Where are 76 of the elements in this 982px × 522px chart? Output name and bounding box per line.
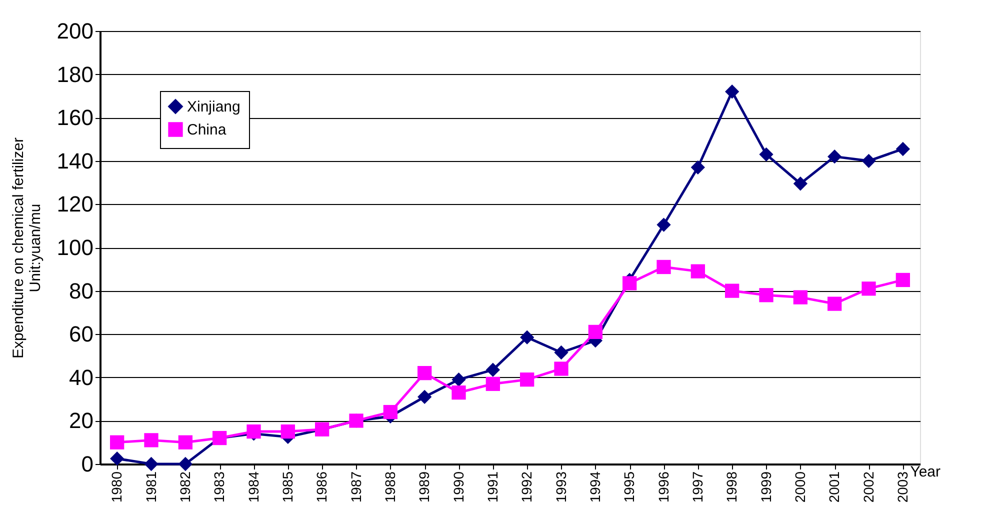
point xyxy=(383,404,398,420)
point xyxy=(793,290,808,304)
point xyxy=(110,435,124,450)
x-tick-label: 1987 xyxy=(348,471,364,503)
x-tick-label: 1989 xyxy=(416,471,432,503)
x-tick-label: 1994 xyxy=(586,471,603,503)
x-tick-label: 1982 xyxy=(176,471,193,503)
x-tick-label: 2001 xyxy=(826,471,842,503)
point xyxy=(828,296,842,311)
point xyxy=(725,84,740,99)
point xyxy=(759,147,774,162)
point xyxy=(554,362,568,376)
point xyxy=(690,160,705,174)
point xyxy=(862,154,876,168)
legend-label: Xinjiang xyxy=(187,98,240,116)
point xyxy=(418,366,432,380)
y-tick-label: 180 xyxy=(56,62,94,87)
y-tick-label: 20 xyxy=(69,408,94,434)
x-tick-label: 1997 xyxy=(689,471,706,503)
x-tick-label: 1999 xyxy=(758,471,774,503)
point xyxy=(656,218,671,232)
y-tick-label: 40 xyxy=(69,364,94,390)
y-axis-title: Expenditure on chemical fertilizer Unit:yuan/mu xyxy=(10,138,44,358)
point xyxy=(178,435,192,450)
x-tick-label: 1983 xyxy=(211,471,228,503)
y-tick-label: 60 xyxy=(69,322,94,347)
point xyxy=(452,385,466,400)
x-tick-label: 1984 xyxy=(245,471,262,503)
point xyxy=(520,330,534,344)
y-tick-label: 140 xyxy=(56,148,94,174)
point xyxy=(896,142,910,156)
x-tick-label: 2000 xyxy=(792,471,808,503)
y-tick-label: 200 xyxy=(56,18,94,44)
x-tick-label: 1988 xyxy=(382,471,398,503)
point xyxy=(178,456,192,472)
y-tick-label: 100 xyxy=(56,235,94,260)
point xyxy=(246,424,261,439)
x-tick-label: 1990 xyxy=(450,471,466,503)
legend-label: China xyxy=(187,122,227,138)
x-tick-label: 1992 xyxy=(518,471,535,503)
y-tick-label: 80 xyxy=(69,278,94,304)
point xyxy=(759,288,774,302)
y-tick-label: 120 xyxy=(56,192,94,217)
point xyxy=(793,176,808,191)
point xyxy=(486,376,500,391)
point xyxy=(110,452,124,466)
y-tick-label: 0 xyxy=(81,452,94,476)
point xyxy=(554,345,568,360)
point xyxy=(280,424,295,439)
point xyxy=(520,372,534,387)
x-tick-label: 2002 xyxy=(860,471,876,503)
point xyxy=(725,284,740,298)
point xyxy=(588,324,602,340)
x-tick-label: 1986 xyxy=(314,471,330,503)
x-tick-label: 2003 xyxy=(894,471,910,503)
point xyxy=(622,276,637,290)
x-tick-label: 1985 xyxy=(279,471,296,503)
x-tick-label: 1993 xyxy=(552,471,569,503)
point xyxy=(418,390,432,404)
x-tick-label: 1996 xyxy=(655,471,672,503)
point xyxy=(828,150,842,164)
x-tick-label: 1991 xyxy=(484,471,500,503)
y-tick-label: 160 xyxy=(56,105,94,130)
point xyxy=(690,264,705,278)
point xyxy=(862,282,876,296)
point xyxy=(144,456,158,472)
x-tick-label: 1980 xyxy=(108,471,125,503)
x-tick-label: 1998 xyxy=(724,471,740,503)
point xyxy=(452,372,466,387)
point xyxy=(144,433,158,448)
x-axis-title: Year xyxy=(910,464,940,480)
point xyxy=(896,272,910,288)
x-tick-label: 1995 xyxy=(621,471,638,503)
x-tick-label: 1981 xyxy=(142,471,159,503)
point xyxy=(656,260,671,274)
point xyxy=(486,362,500,377)
